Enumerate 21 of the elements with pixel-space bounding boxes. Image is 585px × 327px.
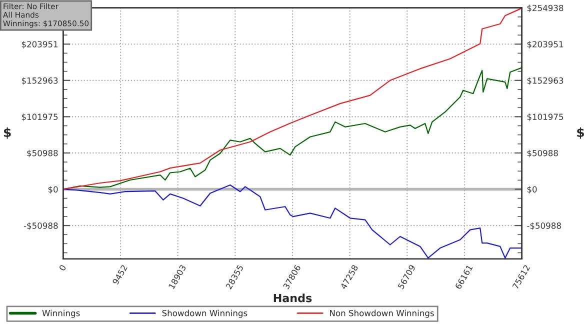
y-tick-label: $101975: [22, 114, 58, 122]
y2-tick-label: $254938: [527, 4, 564, 12]
y2-tick-label: $203951: [527, 40, 564, 49]
x-axis-title: Hands: [274, 294, 312, 302]
y2-tick-label: -$50988: [527, 222, 561, 230]
y2-tick-label: $0: [527, 186, 537, 194]
legend-label: Non Showdown Winnings: [330, 310, 434, 318]
y2-axis-title: $: [577, 127, 584, 139]
y2-tick-label: $152963: [527, 77, 564, 85]
y-axis-title: $: [4, 127, 11, 139]
y-tick-label: $0: [48, 186, 58, 194]
y-tick-label: $152963: [22, 77, 58, 85]
y-tick-label: $203951: [22, 40, 58, 49]
x-tick-label: 0: [58, 264, 66, 272]
y-tick-label: $50988: [27, 150, 58, 158]
line-series: [63, 67, 522, 190]
y2-tick-label: $101975: [527, 114, 564, 122]
legend-label: Showdown Winnings: [162, 310, 248, 318]
legend-label: Winnings: [42, 310, 80, 318]
y-tick-label: -$50988: [24, 222, 58, 230]
y2-tick-label: $50988: [527, 150, 558, 158]
